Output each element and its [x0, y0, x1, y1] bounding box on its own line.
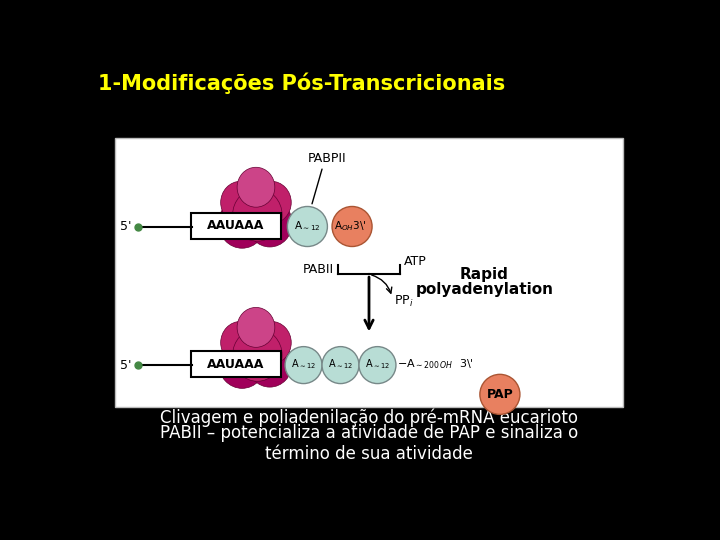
- Text: PABPII: PABPII: [307, 152, 346, 165]
- Ellipse shape: [251, 181, 291, 224]
- Text: PAP: PAP: [487, 388, 513, 401]
- Ellipse shape: [237, 167, 275, 207]
- Text: PABII: PABII: [303, 263, 334, 276]
- Ellipse shape: [237, 307, 275, 347]
- Circle shape: [287, 206, 328, 247]
- Ellipse shape: [233, 329, 282, 381]
- Text: A$_{\sim 12}$: A$_{\sim 12}$: [328, 357, 353, 371]
- Text: polyadenylation: polyadenylation: [415, 282, 554, 297]
- Bar: [115, 138, 623, 408]
- Circle shape: [332, 206, 372, 247]
- Ellipse shape: [219, 198, 266, 248]
- FancyBboxPatch shape: [191, 213, 282, 239]
- Text: PP$_i$: PP$_i$: [395, 294, 414, 309]
- Ellipse shape: [221, 181, 261, 224]
- Text: 1-Modificações Pós-Transcricionais: 1-Modificações Pós-Transcricionais: [98, 72, 505, 94]
- Text: ATP: ATP: [404, 255, 426, 268]
- Text: A$_{\sim 12}$: A$_{\sim 12}$: [294, 219, 320, 233]
- Text: A$_{\sim 12}$: A$_{\sim 12}$: [365, 357, 390, 371]
- Text: Rapid: Rapid: [460, 267, 509, 282]
- Text: $-$A$_{\sim 200\,OH}$  3\': $-$A$_{\sim 200\,OH}$ 3\': [397, 357, 474, 371]
- Text: A$_{OH}$3\': A$_{OH}$3\': [334, 219, 367, 233]
- Text: Clivagem e poliadenilação do pré-mRNA eucarioto: Clivagem e poliadenilação do pré-mRNA eu…: [160, 408, 578, 427]
- Ellipse shape: [219, 339, 266, 388]
- FancyBboxPatch shape: [191, 351, 282, 377]
- Text: 5': 5': [120, 220, 132, 233]
- Text: 5': 5': [120, 359, 132, 372]
- Circle shape: [285, 347, 322, 383]
- Ellipse shape: [221, 321, 261, 364]
- Ellipse shape: [251, 321, 291, 364]
- Text: A$_{\sim 12}$: A$_{\sim 12}$: [291, 357, 316, 371]
- Ellipse shape: [233, 189, 282, 241]
- Text: AAUAAA: AAUAAA: [207, 358, 264, 371]
- Circle shape: [322, 347, 359, 383]
- Text: AAUAAA: AAUAAA: [207, 219, 264, 232]
- Ellipse shape: [248, 340, 292, 387]
- Ellipse shape: [248, 200, 292, 247]
- Circle shape: [480, 374, 520, 414]
- Text: PABII – potencializa a atividade de PAP e sinaliza o
término de sua atividade: PABII – potencializa a atividade de PAP …: [160, 424, 578, 463]
- Circle shape: [359, 347, 396, 383]
